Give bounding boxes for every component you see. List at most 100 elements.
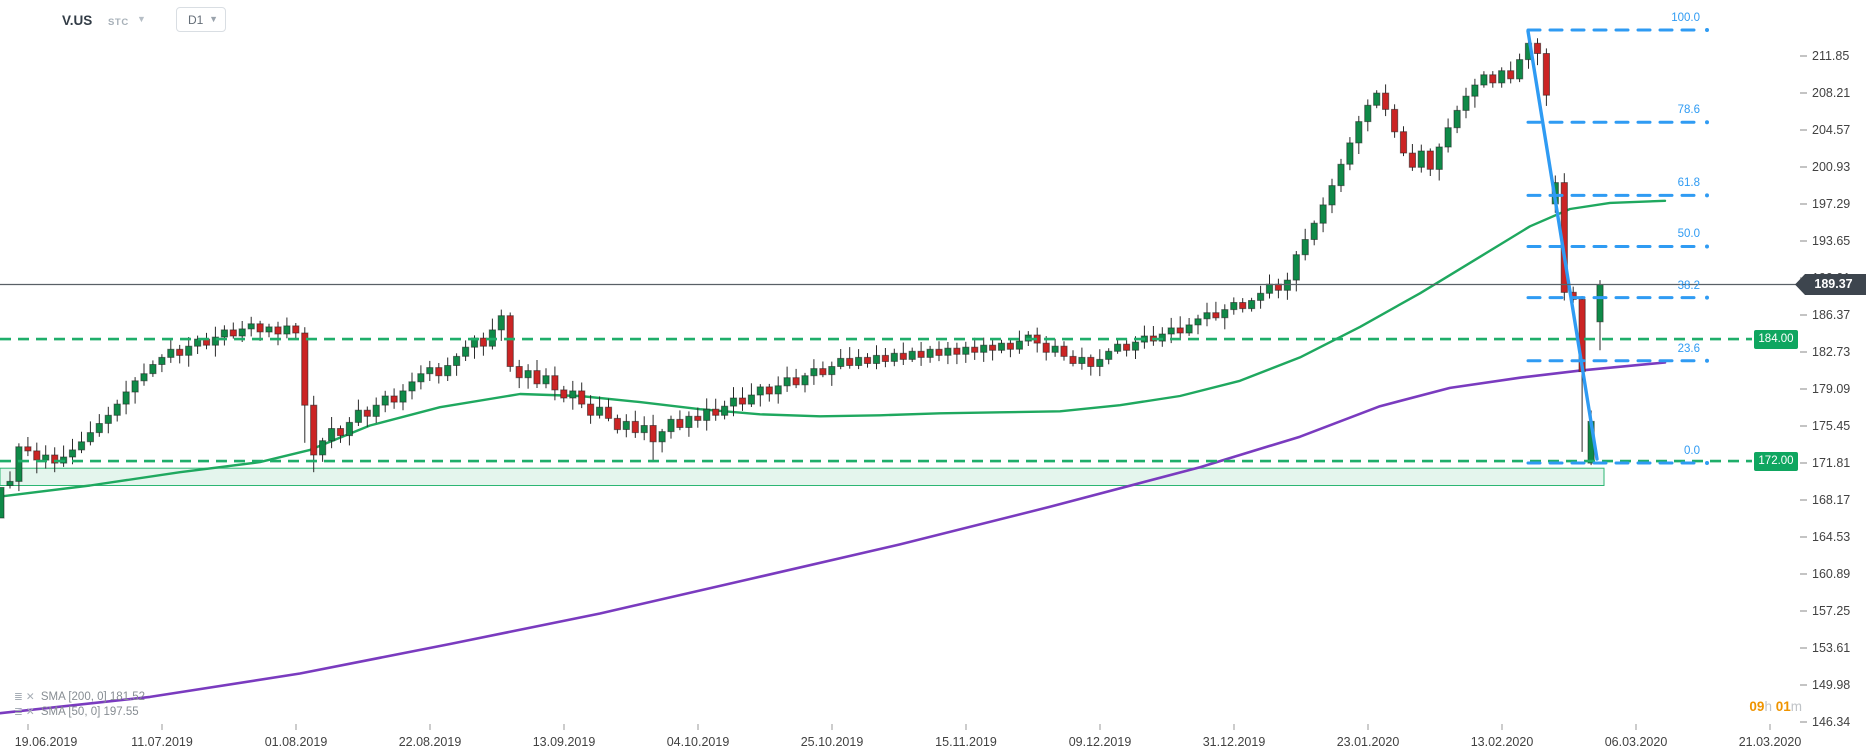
candle xyxy=(506,315,514,368)
candle xyxy=(935,348,943,356)
candle xyxy=(792,377,800,386)
candle xyxy=(863,356,872,364)
indicator-settings-icon[interactable]: ≣ xyxy=(14,691,23,703)
candle xyxy=(613,417,621,431)
price-level-badge: 184.00 xyxy=(1754,329,1798,349)
candle xyxy=(783,377,791,387)
candle xyxy=(408,381,416,392)
date-axis-label: 01.08.2019 xyxy=(264,735,328,749)
candle xyxy=(1489,74,1497,84)
candle xyxy=(1257,292,1265,301)
candle xyxy=(1399,131,1408,154)
fib-level-label: 0.0 xyxy=(1684,445,1700,457)
price-axis-label: 179.09 xyxy=(1812,382,1851,396)
candle xyxy=(658,431,666,443)
candle xyxy=(596,406,604,416)
close-icon[interactable]: ✕ xyxy=(25,706,35,718)
candle xyxy=(837,357,845,367)
candle xyxy=(176,348,184,356)
candle xyxy=(855,356,863,366)
candle xyxy=(1292,254,1300,281)
candle xyxy=(1230,302,1238,311)
candle xyxy=(1194,318,1202,326)
price-axis-label: 160.89 xyxy=(1812,567,1851,581)
candle xyxy=(1078,356,1086,364)
candle xyxy=(1221,309,1229,319)
candle xyxy=(872,354,881,364)
candle xyxy=(194,338,202,347)
instrument-symbol: V.US xyxy=(62,13,93,28)
candle xyxy=(1239,302,1247,310)
candle xyxy=(1462,95,1470,111)
indicator-value: 181.52 xyxy=(109,691,146,703)
candle xyxy=(86,432,95,443)
candle xyxy=(328,428,336,442)
indicator-row-sma200: ≣ ✕ SMA [200, 0] 181.52 xyxy=(14,691,145,706)
fib-level-label: 38.2 xyxy=(1677,279,1700,292)
candle xyxy=(1167,327,1175,335)
timeframe-select[interactable]: D1 ▼ xyxy=(176,7,226,32)
candle xyxy=(694,415,702,421)
candle xyxy=(453,355,461,366)
candle xyxy=(149,364,157,375)
candle xyxy=(104,414,112,424)
candle xyxy=(1283,279,1292,291)
date-axis-label: 09.12.2019 xyxy=(1068,735,1132,749)
timer-hours: 09 xyxy=(1749,699,1765,714)
candle xyxy=(971,346,979,353)
indicator-legend: ≣ ✕ SMA [200, 0] 181.52 ≣ ✕ SMA [50, 0] 19… xyxy=(14,691,145,721)
date-axis-label: 19.06.2019 xyxy=(14,735,78,749)
candle xyxy=(953,347,961,355)
instrument-market-label[interactable]: STC xyxy=(108,16,129,28)
candle xyxy=(1319,204,1327,224)
candle xyxy=(426,367,434,375)
chevron-down-icon[interactable]: ▼ xyxy=(137,14,146,24)
candle xyxy=(917,350,925,358)
candle xyxy=(899,352,907,360)
candle xyxy=(497,315,505,331)
candle xyxy=(292,325,300,334)
indicator-settings-icon[interactable]: ≣ xyxy=(14,706,23,718)
candle xyxy=(238,328,246,337)
close-icon[interactable]: ✕ xyxy=(25,691,35,703)
price-level-badge: 172.00 xyxy=(1754,451,1798,471)
date-axis-label: 11.07.2019 xyxy=(131,735,193,749)
candle xyxy=(1471,84,1479,97)
candle xyxy=(1176,327,1184,334)
price-axis-label: 204.57 xyxy=(1812,123,1851,137)
fib-level-label: 100.0 xyxy=(1671,11,1700,24)
timer-minutes-unit: m xyxy=(1790,699,1802,714)
candle xyxy=(1533,42,1542,54)
candle xyxy=(640,425,648,434)
candle xyxy=(274,326,282,335)
candle xyxy=(542,375,550,385)
candle xyxy=(729,397,738,407)
candle xyxy=(363,409,371,417)
candle xyxy=(774,385,782,395)
price-axis-label: 157.25 xyxy=(1812,604,1851,618)
price-axis-label: 208.21 xyxy=(1812,86,1851,100)
sma200-line xyxy=(0,361,1667,715)
candle xyxy=(524,370,532,379)
timer-hours-unit: h xyxy=(1764,699,1772,714)
candle xyxy=(479,337,487,347)
candle xyxy=(1417,150,1425,168)
candle xyxy=(444,365,452,377)
candle xyxy=(1131,341,1140,351)
candle xyxy=(1265,283,1274,294)
candle xyxy=(1096,358,1104,367)
date-axis-label: 25.10.2019 xyxy=(800,735,864,749)
candle xyxy=(211,336,220,346)
date-axis-label: 31.12.2019 xyxy=(1202,735,1266,749)
candle xyxy=(1328,185,1336,206)
current-price-badge: 189.37 xyxy=(1795,274,1866,295)
indicator-row-sma50: ≣ ✕ SMA [50, 0] 197.55 xyxy=(14,706,145,721)
candle xyxy=(33,450,41,461)
candle xyxy=(1051,345,1059,353)
fib-level-label: 78.6 xyxy=(1677,104,1700,117)
date-axis-label: 23.01.2020 xyxy=(1336,735,1400,749)
candle xyxy=(372,404,380,417)
date-axis-label: 21.03.2020 xyxy=(1738,735,1802,749)
price-axis-label: 211.85 xyxy=(1812,49,1850,63)
